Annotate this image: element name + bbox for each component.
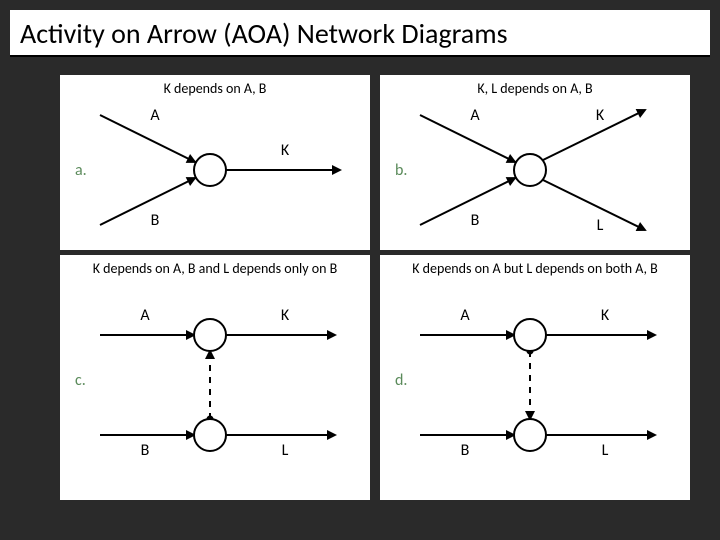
node-circle	[194, 419, 226, 451]
diagram-panel-c: K depends on A, B and L depends only on …	[60, 255, 370, 500]
slide-root: { "title": "Activity on Arrow (AOA) Netw…	[0, 0, 720, 540]
diagram-caption: K depends on A, B and L depends only on …	[93, 260, 338, 277]
panel-label: b.	[395, 161, 407, 180]
panel-label: c.	[75, 371, 86, 390]
panel-label: a.	[75, 161, 87, 180]
edge	[100, 115, 195, 162]
diagram-svg-b: K, L depends on A, B b. A B K L	[380, 75, 690, 250]
edge-label: B	[141, 441, 150, 460]
edge	[420, 115, 515, 162]
edge-label: A	[150, 106, 160, 125]
edge	[420, 178, 515, 225]
diagram-panel-a: K depends on A, B a. A B K	[60, 75, 370, 250]
edge-label: K	[281, 141, 290, 160]
edge	[100, 178, 195, 225]
title-bar: Activity on Arrow (AOA) Network Diagrams	[10, 10, 710, 57]
diagram-svg-a: K depends on A, B a. A B K	[60, 75, 370, 250]
panel-label: d.	[395, 371, 407, 390]
diagram-svg-c: K depends on A, B and L depends only on …	[60, 255, 370, 500]
edge	[543, 110, 645, 160]
edge-label: L	[602, 441, 609, 460]
diagram-caption: K, L depends on A, B	[477, 80, 593, 97]
edge-label: L	[597, 216, 604, 235]
diagram-panel-b: K, L depends on A, B b. A B K L	[380, 75, 690, 250]
edge-label: A	[460, 306, 470, 325]
node-circle	[514, 319, 546, 351]
edge-label: L	[282, 441, 289, 460]
edge-label: B	[461, 441, 470, 460]
diagram-caption: K depends on A, B	[164, 80, 267, 97]
edge-label: A	[470, 106, 480, 125]
edge-label: B	[471, 211, 480, 230]
edge-label: B	[151, 211, 160, 230]
node-circle	[194, 319, 226, 351]
node-circle	[514, 419, 546, 451]
edge	[543, 180, 645, 230]
diagram-svg-d: K depends on A but L depends on both A, …	[380, 255, 690, 500]
node-circle	[514, 154, 546, 186]
diagram-caption: K depends on A but L depends on both A, …	[412, 260, 658, 277]
edge-label: K	[281, 306, 290, 325]
edge-label: K	[596, 106, 605, 125]
diagram-panel-d: K depends on A but L depends on both A, …	[380, 255, 690, 500]
edge-label: A	[140, 306, 150, 325]
page-title: Activity on Arrow (AOA) Network Diagrams	[20, 16, 700, 51]
node-circle	[194, 154, 226, 186]
edge-label: K	[601, 306, 610, 325]
